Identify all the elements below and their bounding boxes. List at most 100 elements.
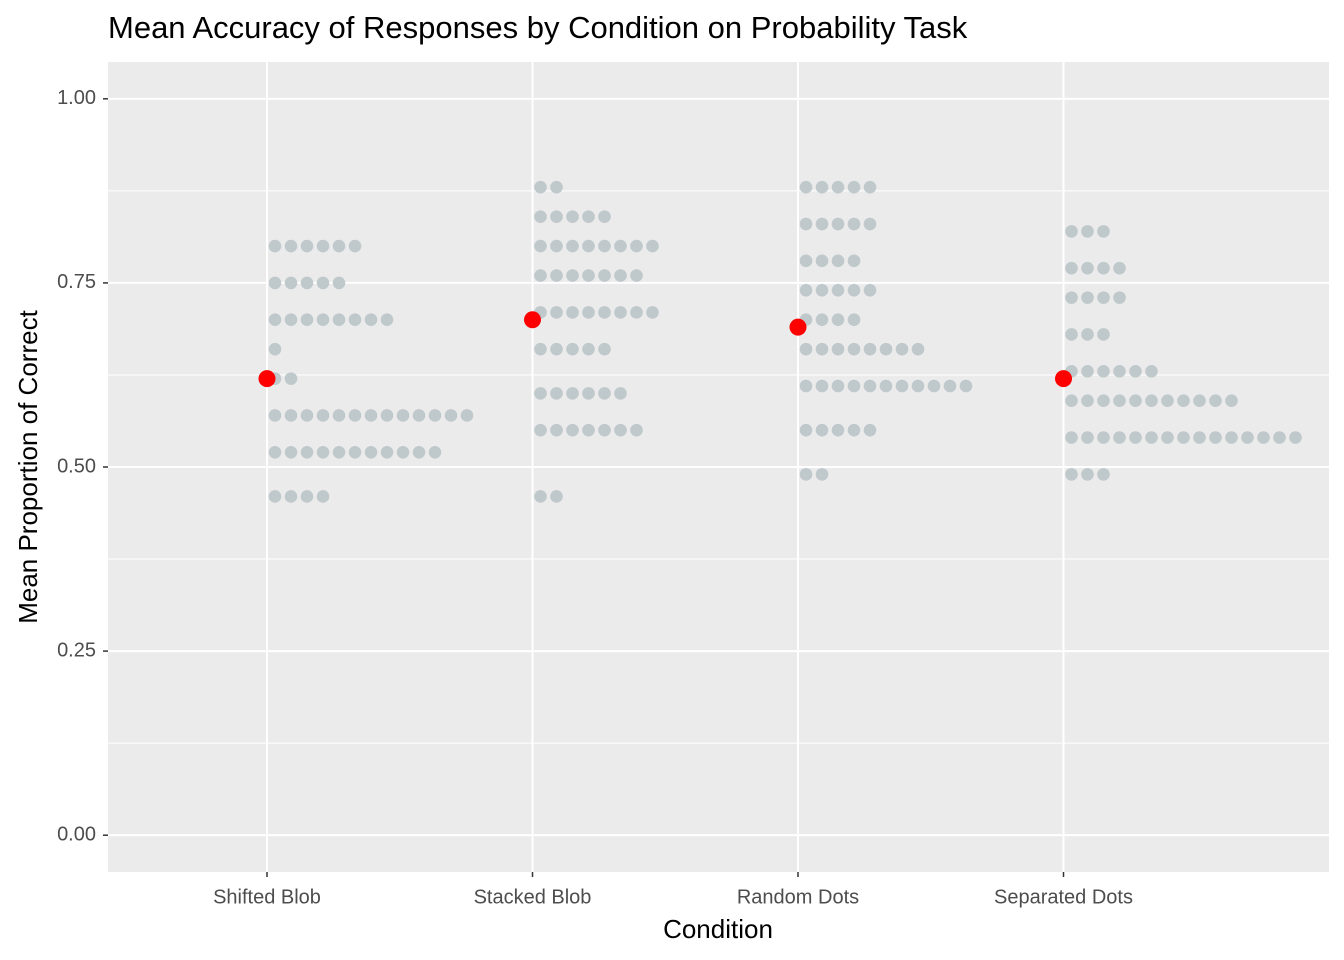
dot [831,342,845,356]
dot [348,445,362,459]
dot [444,409,458,422]
dot [799,379,813,393]
dot [646,239,659,253]
dot [1145,431,1158,444]
dot [566,269,579,282]
dot [316,276,330,290]
dot [550,306,563,319]
dot [1129,394,1142,408]
dot [614,387,627,400]
dot [847,217,861,231]
dot [566,342,579,356]
dot [566,387,579,400]
dot [614,423,627,437]
dot [815,342,829,356]
dot [284,409,298,422]
dot [1065,468,1078,481]
dot [799,254,813,268]
dot [1129,431,1142,444]
dot [332,409,346,422]
dot [815,217,829,231]
dot [534,269,547,282]
dot [534,423,547,437]
dot [550,269,563,282]
dot [630,269,643,282]
dot [1081,291,1094,304]
dot [799,423,813,437]
dot [1097,291,1110,304]
dot [831,283,845,297]
dot [332,276,346,290]
dot [847,254,861,268]
dot [316,313,330,327]
dot [1065,261,1078,275]
dot [847,283,861,297]
dot [1289,431,1302,444]
dot [799,342,813,356]
dot [831,423,845,437]
dot [1097,261,1110,275]
dot [582,269,595,282]
dot [1113,364,1126,378]
dot [799,180,813,194]
dot [1177,431,1190,444]
dot [268,409,282,422]
dot [364,313,378,327]
dot [428,445,442,459]
x-tick-label: Stacked Blob [474,886,592,908]
dot [614,269,627,282]
dot [300,313,314,327]
dot [1129,364,1142,378]
dot [1097,364,1110,378]
dot [614,306,627,319]
dot [1065,394,1078,408]
dot [582,210,595,223]
dot [1273,431,1286,444]
dot [566,210,579,223]
dot [1097,394,1110,408]
dot [1081,364,1094,378]
dot [879,342,893,356]
dot [1065,291,1078,304]
dot [959,379,973,393]
grid: 0.00 0.25 0.50 0.75 1.00 Shifted Blob Stacked … [57,62,1329,908]
dot [1193,431,1206,444]
dot [1177,394,1190,408]
marks [258,180,1302,503]
dot [1081,225,1094,238]
y-tick-label: 0.00 [57,823,96,845]
dot [1081,468,1094,481]
dot [534,490,547,503]
dot [1113,431,1126,444]
dot [300,490,314,503]
dot [582,239,595,253]
dot [582,306,595,319]
dot [268,276,282,290]
dot [1209,394,1222,408]
dot [428,409,442,422]
dot [550,239,563,253]
dot [566,423,579,437]
y-tick-label: 0.50 [57,455,96,477]
dot [316,445,330,459]
dot [284,276,298,290]
dot [460,409,474,422]
dot [380,445,394,459]
y-axis-title: Mean Proportion of Correct [13,309,43,623]
dot [1097,225,1110,238]
dot [300,445,314,459]
dot [831,313,845,327]
dot [799,283,813,297]
dot [1081,431,1094,444]
dot [380,409,394,422]
dot [284,239,298,253]
dot [1081,261,1094,275]
dot [1097,468,1110,481]
dot [1081,394,1094,408]
mean-point [789,318,807,336]
dot [534,387,547,400]
dot [284,490,298,503]
dot [831,254,845,268]
dot [550,387,563,400]
